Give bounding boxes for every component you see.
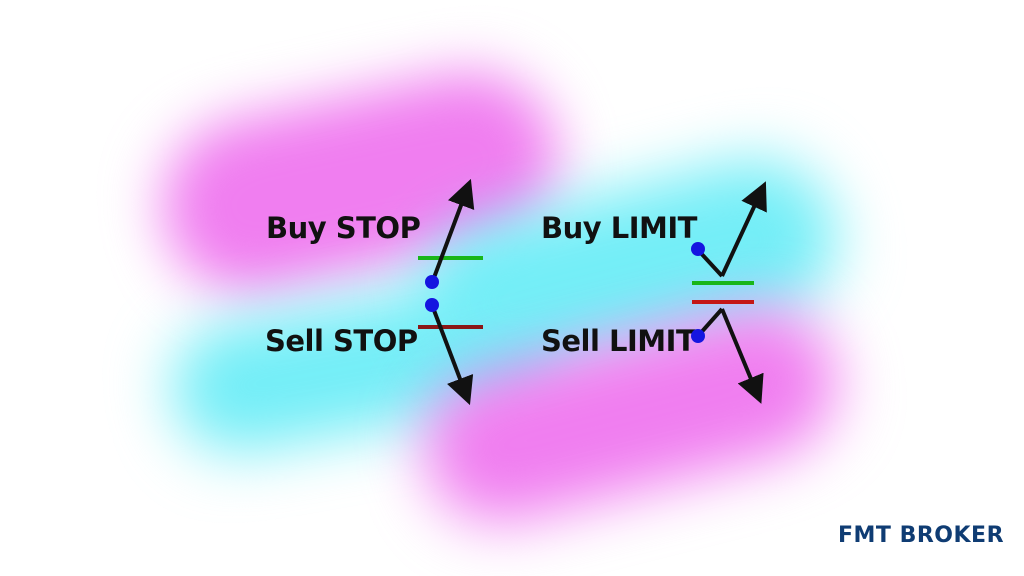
sell-stop-price-dot [425,298,439,312]
sell-limit-price-dot [691,329,705,343]
buy-limit-arrow [720,181,767,277]
brand-logo-text: FMT BROKER [838,523,1005,548]
buy-stop-arrow [430,178,475,284]
sell-limit-arrow [720,308,764,404]
sell-stop-label: Sell STOP [265,324,418,358]
sell-stop-arrow [430,304,474,406]
sell-limit-label: Sell LIMIT [541,324,696,358]
buy-limit-price-dot [691,242,705,256]
buy-stop-label: Buy STOP [266,211,421,245]
buy-limit-label: Buy LIMIT [541,211,697,245]
buy-stop-price-dot [425,275,439,289]
brand-logo: FMT BROKER [838,525,1004,547]
